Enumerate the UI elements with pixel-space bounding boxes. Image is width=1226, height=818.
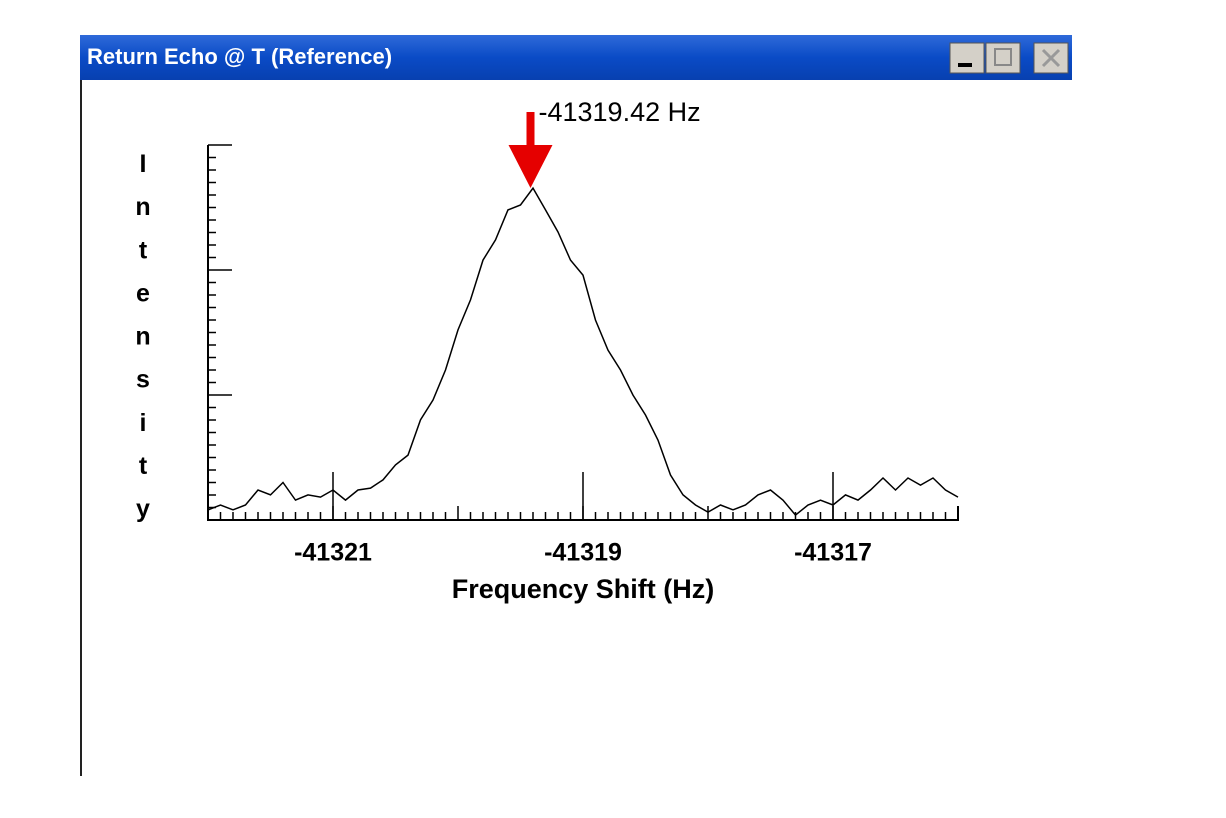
title-bar — [80, 35, 1072, 80]
data-line — [207, 186, 959, 517]
window-title: Return Echo @ T (Reference) — [87, 44, 392, 69]
annotation-arrow — [508, 112, 553, 188]
minimize-icon — [958, 63, 972, 67]
x-tick-label: -41321 — [294, 539, 372, 567]
maximize-icon — [994, 48, 1012, 66]
maximize-button[interactable] — [985, 42, 1021, 74]
close-icon — [1041, 48, 1061, 68]
annotation-label: -41319.42 Hz — [539, 97, 701, 127]
chart: -41321 -41319 -41317 Frequency Shift (Hz) I n… — [135, 97, 959, 604]
x-tick-label: -41317 — [794, 539, 872, 567]
x-axis-label: Frequency Shift (Hz) — [452, 574, 715, 604]
minimize-button[interactable] — [949, 42, 985, 74]
window-buttons[interactable] — [949, 42, 1069, 74]
x-tick-label: -41319 — [544, 539, 622, 567]
